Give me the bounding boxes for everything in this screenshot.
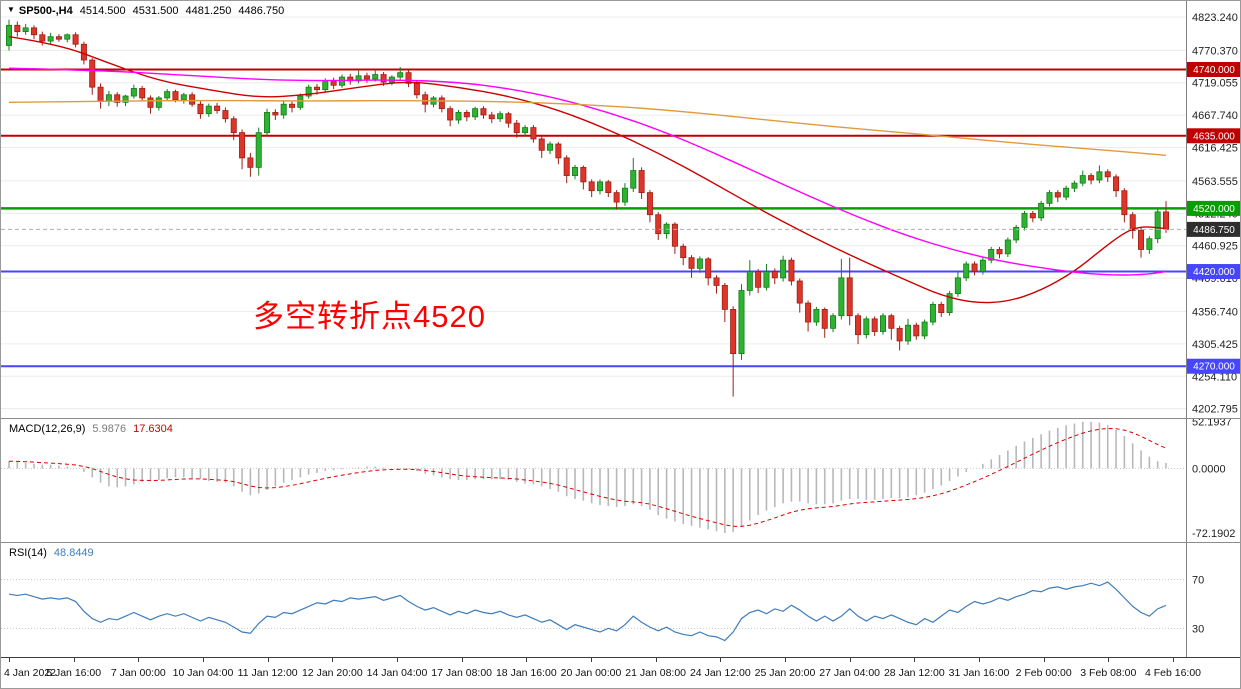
time-tick bbox=[591, 658, 592, 662]
panel-separator[interactable] bbox=[1, 542, 1240, 543]
macd-signal-line bbox=[8, 427, 1167, 527]
time-label: 24 Jan 12:00 bbox=[689, 667, 751, 679]
time-tick bbox=[849, 658, 851, 662]
time-tick bbox=[720, 658, 722, 662]
time-tick bbox=[332, 658, 334, 662]
svg-text:4719.055: 4719.055 bbox=[1192, 78, 1238, 90]
horizontal-levels[interactable] bbox=[1, 68, 1186, 368]
time-label: 11 Jan 12:00 bbox=[237, 667, 298, 679]
time-label: 20 Jan 00:00 bbox=[560, 667, 622, 679]
moving-averages bbox=[8, 35, 1167, 304]
svg-text:4305.425: 4305.425 bbox=[1192, 339, 1238, 351]
svg-text:4356.740: 4356.740 bbox=[1192, 306, 1238, 318]
svg-text:4770.370: 4770.370 bbox=[1192, 45, 1238, 57]
svg-text:30: 30 bbox=[1192, 623, 1204, 635]
svg-text:4486.750: 4486.750 bbox=[1193, 225, 1235, 236]
time-tick bbox=[1173, 658, 1174, 662]
svg-text:4740.000: 4740.000 bbox=[1193, 65, 1235, 76]
time-tick bbox=[655, 658, 657, 662]
rsi-value: 48.8449 bbox=[53, 547, 94, 559]
level-badge bbox=[1187, 264, 1240, 280]
time-tick bbox=[203, 658, 204, 662]
ma-fast-red bbox=[8, 35, 1167, 304]
time-label: 18 Jan 16:00 bbox=[495, 667, 557, 679]
dropdown-arrow-icon[interactable]: ▼ bbox=[7, 5, 15, 14]
svg-text:0.0000: 0.0000 bbox=[1192, 463, 1226, 475]
level-badge bbox=[1187, 358, 1240, 374]
macd-main-value: 5.9876 bbox=[92, 423, 127, 435]
time-tick bbox=[979, 658, 980, 662]
macd-label: MACD(12,26,9) bbox=[9, 423, 86, 435]
symbol-header: ▼ SP500-,H4 4514.500 4531.500 4481.250 4486.7… bbox=[7, 5, 284, 17]
time-tick bbox=[1043, 658, 1045, 662]
bar-low-value: 4481.250 bbox=[185, 5, 232, 17]
rsi-line bbox=[8, 581, 1167, 642]
rsi-panel[interactable]: 70 30 bbox=[1, 543, 1241, 657]
time-label: 27 Jan 04:00 bbox=[819, 667, 881, 679]
svg-text:4254.110: 4254.110 bbox=[1192, 371, 1237, 383]
time-label: 17 Jan 08:00 bbox=[431, 667, 493, 679]
time-label: 7 Jan 00:00 bbox=[110, 667, 166, 679]
macd-header: MACD(12,26,9) 5.9876 17.6304 bbox=[9, 423, 173, 435]
time-tick bbox=[914, 658, 916, 662]
svg-text:4823.240: 4823.240 bbox=[1192, 12, 1238, 24]
level-badge bbox=[1187, 62, 1240, 78]
svg-text:4202.795: 4202.795 bbox=[1192, 404, 1238, 416]
svg-text:4635.000: 4635.000 bbox=[1193, 131, 1235, 142]
time-label: 31 Jan 16:00 bbox=[948, 667, 1010, 679]
bar-high-value: 4531.500 bbox=[132, 5, 179, 17]
current-price-badge bbox=[1187, 221, 1240, 237]
time-label: 3 Feb 08:00 bbox=[1080, 667, 1137, 679]
time-label: 10 Jan 04:00 bbox=[172, 667, 234, 679]
time-label: 28 Jan 12:00 bbox=[883, 667, 945, 679]
ma-mid-magenta bbox=[8, 67, 1167, 276]
time-label: 21 Jan 08:00 bbox=[625, 667, 687, 679]
rsi-label: RSI(14) bbox=[9, 547, 47, 559]
macd-histogram bbox=[8, 421, 1167, 534]
svg-text:70: 70 bbox=[1192, 575, 1204, 587]
annotation-text[interactable]: 多空转折点4520 bbox=[253, 299, 486, 334]
time-tick bbox=[9, 658, 10, 662]
bar-close-value: 4486.750 bbox=[238, 5, 285, 17]
time-tick bbox=[267, 658, 269, 662]
time-label: 12 Jan 20:00 bbox=[301, 667, 363, 679]
time-label: 4 Jan 2022 bbox=[4, 667, 56, 679]
svg-text:4270.000: 4270.000 bbox=[1193, 362, 1235, 373]
ma-slow-orange bbox=[8, 99, 1167, 157]
time-tick bbox=[138, 658, 140, 662]
candles-layer bbox=[6, 19, 1170, 397]
time-tick bbox=[526, 658, 528, 662]
svg-text:4520.000: 4520.000 bbox=[1193, 204, 1235, 215]
time-tick bbox=[785, 658, 786, 662]
svg-text:4420.000: 4420.000 bbox=[1193, 267, 1235, 278]
svg-text:4616.425: 4616.425 bbox=[1192, 143, 1238, 155]
time-label: 14 Jan 04:00 bbox=[366, 667, 428, 679]
svg-text:-72.1902: -72.1902 bbox=[1192, 528, 1235, 540]
rsi-header: RSI(14) 48.8449 bbox=[9, 547, 94, 559]
time-label: 5 Jan 16:00 bbox=[46, 667, 102, 679]
time-label: 2 Feb 00:00 bbox=[1015, 667, 1072, 679]
svg-text:52.1937: 52.1937 bbox=[1192, 419, 1232, 429]
bar-open-value: 4514.500 bbox=[79, 5, 126, 17]
time-label: 4 Feb 16:00 bbox=[1144, 667, 1202, 679]
time-tick bbox=[73, 658, 75, 662]
symbol-period-label: SP500-,H4 bbox=[18, 5, 73, 17]
level-badge bbox=[1187, 128, 1240, 144]
level-badge bbox=[1187, 200, 1240, 216]
time-label: 25 Jan 20:00 bbox=[754, 667, 816, 679]
svg-text:4667.740: 4667.740 bbox=[1192, 110, 1238, 122]
svg-text:4563.555: 4563.555 bbox=[1192, 176, 1238, 188]
svg-text:4460.925: 4460.925 bbox=[1192, 241, 1238, 253]
price-grid: 4823.240 4770.370 4719.055 4667.740 4616.425… bbox=[1, 12, 1238, 416]
panel-separator[interactable] bbox=[1, 418, 1240, 419]
main-price-chart[interactable]: 4823.240 4770.370 4719.055 4667.740 4616.425… bbox=[1, 1, 1241, 418]
macd-signal-value: 17.6304 bbox=[133, 423, 173, 435]
macd-panel[interactable]: 52.1937 0.0000 -72.1902 bbox=[1, 419, 1241, 542]
time-tick bbox=[397, 658, 398, 662]
time-tick bbox=[461, 658, 463, 662]
time-axis[interactable]: 4 Jan 2022 5 Jan 16:00 7 Jan 00:00 10 Jan 0… bbox=[1, 657, 1240, 688]
time-tick bbox=[1108, 658, 1110, 662]
